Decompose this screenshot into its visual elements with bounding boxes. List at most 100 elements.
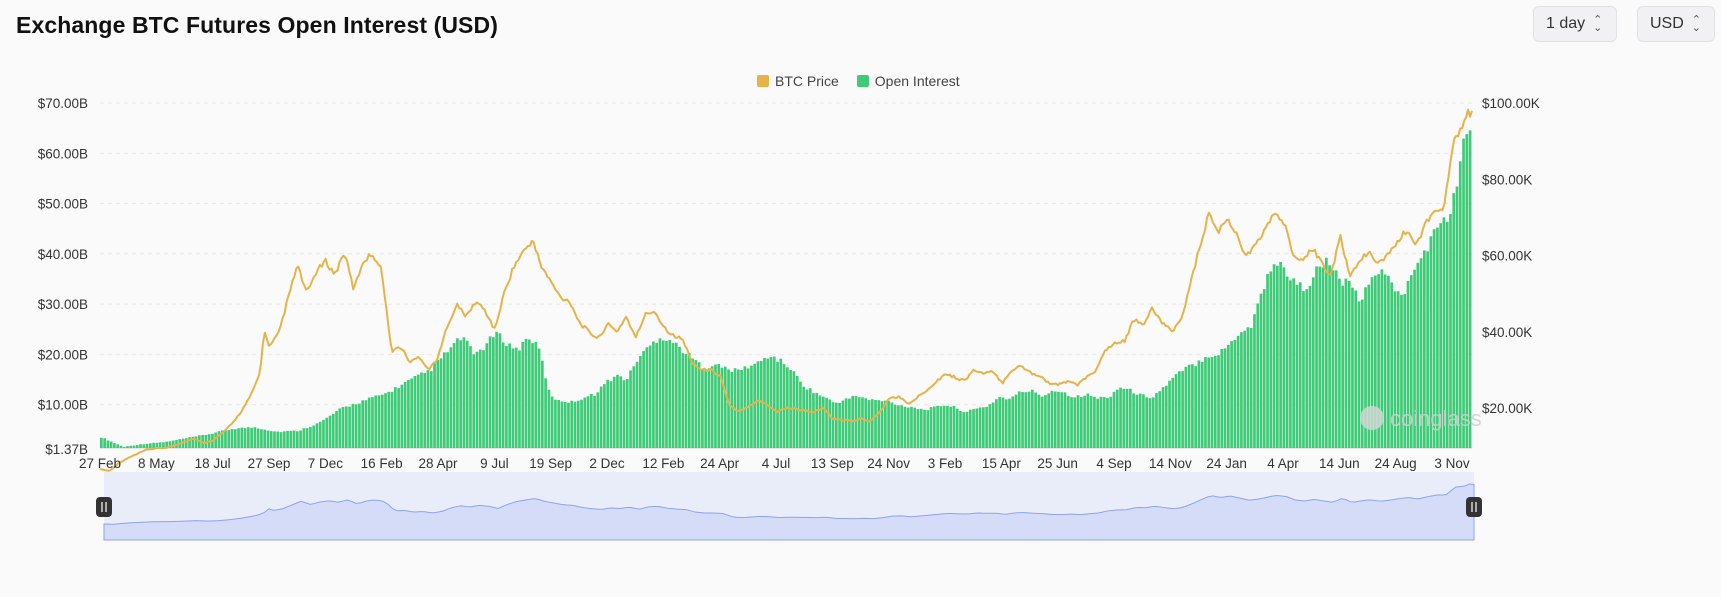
open-interest-bar <box>1246 327 1250 448</box>
open-interest-bar <box>815 392 819 448</box>
open-interest-bar <box>737 369 740 448</box>
open-interest-bar <box>485 343 489 448</box>
open-interest-bar <box>825 397 828 448</box>
open-interest-bar <box>688 352 691 448</box>
open-interest-bar <box>792 371 796 448</box>
open-interest-bar <box>1311 277 1315 448</box>
open-interest-bar <box>142 444 146 448</box>
open-interest-bar <box>720 367 724 448</box>
navigator-series <box>103 483 1475 541</box>
open-interest-bar <box>1432 229 1436 448</box>
navigator-handle-left[interactable] <box>96 497 112 517</box>
open-interest-bar <box>106 440 110 448</box>
open-interest-bar <box>1390 282 1394 448</box>
legend-label-open-interest: Open Interest <box>874 73 960 89</box>
open-interest-bar <box>1374 275 1377 448</box>
open-interest-bar <box>129 445 133 448</box>
open-interest-bar <box>1164 385 1168 448</box>
y-right-tick-label: $100.00K <box>1482 96 1540 111</box>
open-interest-bar <box>165 441 169 448</box>
open-interest-bar <box>962 412 966 448</box>
x-tick-label: 24 Apr <box>700 456 740 471</box>
open-interest-bar <box>812 393 815 448</box>
x-tick-label: 3 Nov <box>1434 456 1470 471</box>
open-interest-bar <box>923 409 926 448</box>
open-interest-bar <box>1148 398 1152 448</box>
open-interest-bar <box>1400 294 1403 448</box>
open-interest-bar <box>1145 397 1149 448</box>
open-interest-bar <box>162 442 165 448</box>
open-interest-bar <box>1338 278 1341 448</box>
open-interest-bar <box>1289 280 1292 448</box>
open-interest-bar <box>400 384 404 448</box>
open-interest-bar <box>338 408 342 448</box>
open-interest-bar <box>1233 339 1237 448</box>
open-interest-bar <box>730 371 734 448</box>
open-interest-bar <box>109 441 113 448</box>
x-tick-label: 24 Nov <box>867 456 910 471</box>
open-interest-bar <box>1171 377 1175 448</box>
open-interest-bar <box>511 348 515 448</box>
open-interest-bar <box>995 399 998 448</box>
open-interest-bar <box>1439 223 1443 448</box>
open-interest-bar <box>1256 303 1260 448</box>
open-interest-bar <box>1223 348 1227 448</box>
legend-item-btc-price[interactable]: BTC Price <box>757 73 839 89</box>
open-interest-bar <box>1217 355 1220 448</box>
open-interest-bar <box>671 343 675 448</box>
open-interest-bar <box>1357 301 1361 448</box>
open-interest-bar <box>1044 395 1047 448</box>
open-interest-bar <box>1093 396 1096 448</box>
open-interest-bar <box>779 358 783 448</box>
y-right-tick-label: $60.00K <box>1482 249 1532 264</box>
x-tick-label: 25 Jun <box>1037 456 1078 471</box>
open-interest-bar <box>769 357 773 448</box>
open-interest-bar <box>361 400 365 448</box>
open-interest-bar <box>1259 293 1263 448</box>
legend-item-open-interest[interactable]: Open Interest <box>856 73 960 89</box>
open-interest-bar <box>707 368 711 448</box>
open-interest-bar <box>122 446 126 448</box>
open-interest-bar <box>946 405 949 448</box>
open-interest-bar <box>1413 269 1416 448</box>
open-interest-bar <box>916 409 920 448</box>
open-interest-bar <box>972 409 975 448</box>
open-interest-bar <box>1066 396 1070 448</box>
open-interest-bar <box>1380 269 1384 448</box>
open-interest-bar <box>188 437 191 448</box>
open-interest-bar <box>113 443 116 448</box>
open-interest-bar <box>802 386 806 448</box>
range-navigator[interactable] <box>96 472 1482 541</box>
open-interest-bar <box>1086 393 1090 448</box>
open-interest-bar <box>897 405 900 448</box>
open-interest-bar <box>848 398 851 448</box>
open-interest-bar <box>1187 364 1191 448</box>
open-interest-bar <box>403 382 407 448</box>
open-interest-bar <box>1040 396 1044 448</box>
open-interest-bar <box>1057 391 1060 448</box>
open-interest-bar <box>805 389 809 448</box>
sort-chevron-icon: ⌃ ⌄ <box>1593 14 1603 34</box>
interval-select[interactable]: 1 day ⌃ ⌄ <box>1533 6 1617 42</box>
open-interest-bar <box>126 446 129 448</box>
currency-select[interactable]: USD ⌃ ⌄ <box>1637 6 1715 42</box>
open-interest-bar <box>1102 396 1106 448</box>
open-interest-bar <box>299 430 302 448</box>
x-tick-label: 19 Sep <box>529 456 572 471</box>
open-interest-bar <box>322 419 325 448</box>
open-interest-bar <box>821 396 825 448</box>
open-interest-bar <box>678 346 681 448</box>
open-interest-bar <box>505 346 508 448</box>
navigator-handle-right[interactable] <box>1466 497 1482 517</box>
open-interest-bar <box>554 399 557 448</box>
open-interest-bar <box>233 429 237 448</box>
x-tick-label: 4 Apr <box>1267 456 1299 471</box>
open-interest-bar <box>1089 396 1093 448</box>
open-interest-bar <box>590 393 593 448</box>
open-interest-bar <box>1370 277 1374 448</box>
x-tick-label: 13 Sep <box>811 456 854 471</box>
open-interest-bar <box>1011 396 1015 448</box>
open-interest-bar <box>586 396 590 448</box>
open-interest-bar <box>959 411 962 448</box>
open-interest-bar <box>380 394 384 448</box>
